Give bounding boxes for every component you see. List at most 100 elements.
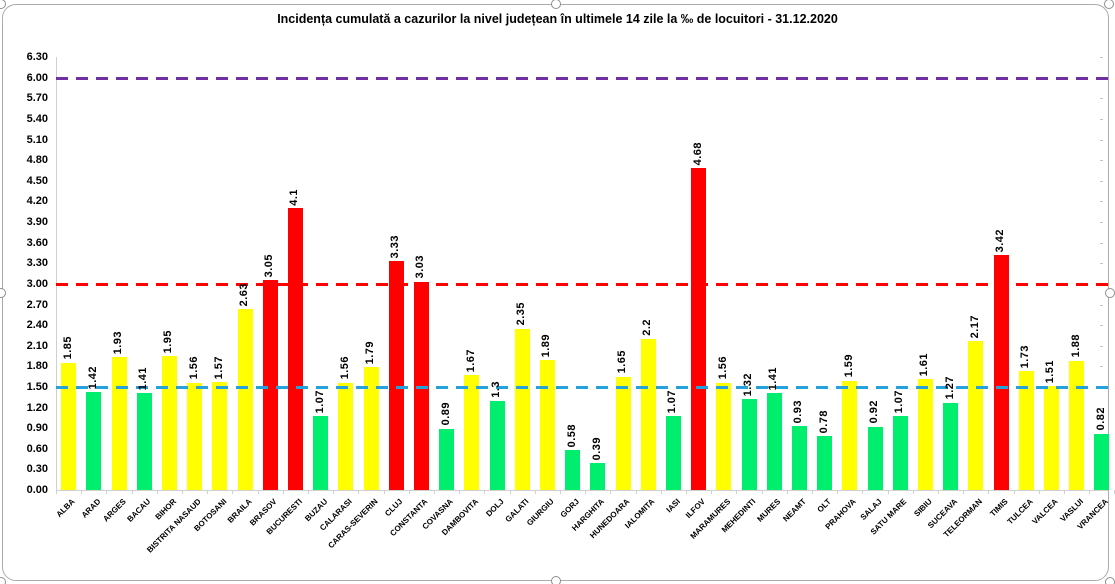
bar-salaj — [867, 426, 883, 490]
bar-value-label: 1.27 — [943, 376, 956, 400]
bar-bihor — [161, 356, 177, 490]
bar-value-label: 1.79 — [364, 340, 376, 365]
bar-mehedinti — [741, 399, 757, 490]
bar-arges — [111, 357, 127, 490]
bar-value-label: 1.07 — [666, 390, 679, 414]
bar-value-label: 1.59 — [842, 354, 855, 378]
category-tick — [56, 490, 57, 494]
right-edge-tick — [1100, 243, 1103, 244]
resize-handle-top-left[interactable] — [0, 0, 6, 9]
category-tick — [736, 490, 737, 494]
bar-bucuresti — [287, 208, 303, 490]
category-tick — [157, 490, 158, 494]
category-tick — [207, 490, 208, 494]
bar-giurgiu — [539, 360, 555, 490]
bar-value-label: 1.61 — [918, 352, 931, 377]
bar-covasna — [439, 428, 455, 490]
bar-satu-mare — [892, 416, 908, 490]
y-axis-tick-label: 3.90 — [26, 216, 48, 229]
bar-value-label: 1.41 — [137, 366, 150, 391]
bar-value-label: 1.93 — [112, 331, 124, 355]
right-edge-tick — [1100, 366, 1103, 367]
bar-bistrita-nasaud — [187, 382, 203, 490]
bar-tulcea — [1018, 371, 1034, 490]
bar-value-label: 1.56 — [716, 356, 729, 380]
bar-suceava — [943, 402, 959, 490]
bar-value-label: 3.03 — [414, 255, 427, 279]
bar-value-label: 1.57 — [212, 355, 225, 380]
category-tick — [610, 490, 611, 494]
bar-value-label: 4.68 — [691, 142, 704, 166]
bar-botosani — [212, 382, 228, 490]
y-axis-tick-label: 6.30 — [26, 51, 48, 64]
y-axis-tick-label: 0.90 — [26, 422, 48, 435]
resize-handle-bottom-center[interactable] — [551, 576, 561, 584]
bar-prahova — [842, 380, 858, 490]
category-tick — [106, 490, 107, 494]
category-tick — [787, 490, 788, 494]
y-axis-tick-label: 3.30 — [26, 257, 48, 270]
category-tick — [585, 490, 586, 494]
category-tick — [862, 490, 863, 494]
bar-dolj — [489, 400, 505, 490]
y-axis-tick-label: 5.70 — [26, 92, 48, 105]
bar-value-label: 2.2 — [641, 319, 654, 336]
bar-value-label: 0.78 — [817, 410, 830, 434]
y-axis-tick-label: 0.00 — [26, 484, 48, 496]
bar-value-label: 0.58 — [565, 423, 578, 448]
resize-handle-top-right[interactable] — [1104, 0, 1114, 9]
category-tick — [283, 490, 284, 494]
category-tick — [459, 490, 460, 494]
bar-value-label: 0.82 — [1094, 407, 1107, 431]
bar-braila — [237, 309, 253, 490]
bar-alba — [61, 362, 77, 490]
resize-handle-top-center[interactable] — [551, 0, 561, 9]
right-edge-tick — [1100, 305, 1103, 306]
right-edge-tick — [1100, 119, 1103, 120]
bar-bacau — [136, 393, 152, 490]
resize-handle-middle-left[interactable] — [0, 288, 6, 298]
category-tick — [232, 490, 233, 494]
bar-value-label: 4.1 — [288, 188, 301, 206]
resize-handle-bottom-left[interactable] — [0, 577, 6, 584]
bar-value-label: 1.3 — [490, 380, 502, 398]
category-tick — [258, 490, 259, 494]
threshold-line-3 — [56, 282, 1108, 286]
bar-value-label: 0.92 — [868, 400, 880, 424]
right-edge-tick — [1100, 181, 1103, 182]
bar-value-label: 3.33 — [389, 234, 402, 259]
x-axis-line — [56, 490, 1108, 491]
category-tick — [636, 490, 637, 494]
bar-maramures — [716, 382, 732, 490]
right-edge-tick — [1100, 98, 1103, 99]
bar-cluj — [388, 261, 404, 490]
right-edge-tick — [1100, 325, 1103, 326]
bar-gorj — [565, 450, 581, 490]
bar-value-label: 0.89 — [439, 402, 452, 426]
chart-object-border — [2, 4, 1109, 581]
resize-handle-middle-right[interactable] — [1105, 288, 1115, 298]
y-axis-tick-label: 5.40 — [26, 113, 48, 126]
bar-value-label: 1.32 — [742, 372, 754, 397]
bar-value-label: 3.05 — [263, 254, 276, 278]
category-tick — [560, 490, 561, 494]
category-tick — [888, 490, 889, 494]
right-edge-tick — [1100, 57, 1103, 58]
bar-iasi — [665, 416, 681, 490]
right-edge-tick — [1100, 408, 1103, 409]
bar-value-label: 1.88 — [1069, 334, 1082, 358]
bar-value-label: 1.51 — [1044, 359, 1057, 384]
category-tick — [333, 490, 334, 494]
resize-handle-bottom-right[interactable] — [1105, 577, 1115, 584]
category-tick — [434, 490, 435, 494]
right-edge-tick — [1100, 160, 1103, 161]
category-tick — [988, 490, 989, 494]
y-axis-tick-label: 0.60 — [26, 442, 48, 455]
category-tick — [963, 490, 964, 494]
bar-value-label: 1.95 — [162, 329, 175, 354]
category-tick — [837, 490, 838, 494]
right-edge-tick — [1100, 222, 1103, 223]
y-axis-tick-label: 6.00 — [26, 71, 48, 84]
bar-dambovita — [464, 375, 480, 490]
